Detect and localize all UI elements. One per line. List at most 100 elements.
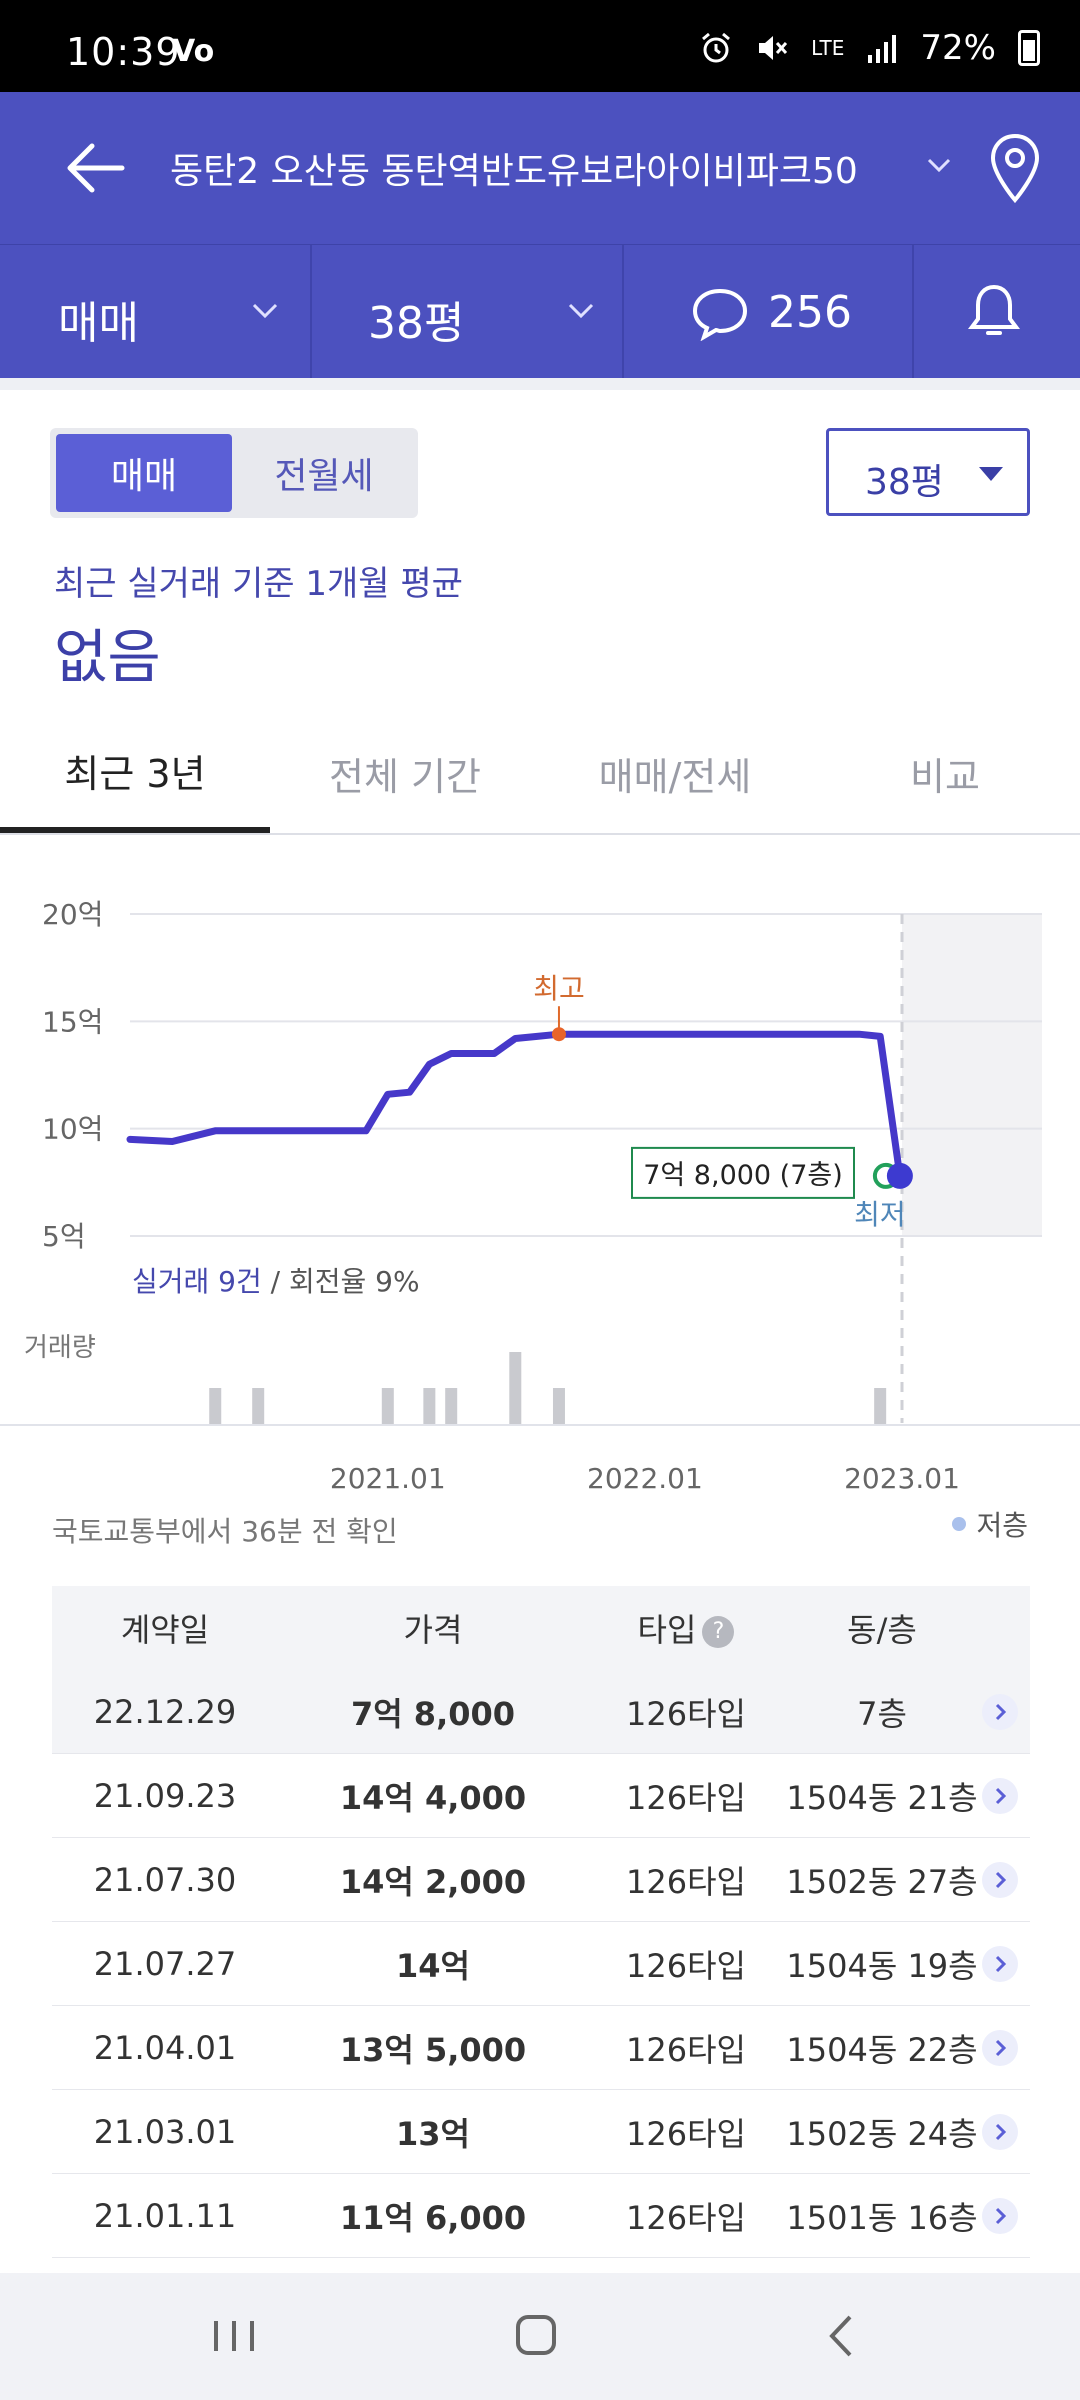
size-select[interactable]: 38평 bbox=[826, 428, 1030, 516]
tooltip-text: 7억 8,000 (7층) bbox=[643, 1160, 843, 1191]
chevron-down-icon bbox=[568, 303, 594, 319]
table-row[interactable]: 21.03.01 13억 126타입 1502동 24층 bbox=[52, 2090, 1030, 2174]
help-icon[interactable]: ? bbox=[702, 1616, 735, 1648]
row-dong: 1502동 24층 bbox=[786, 2114, 978, 2153]
network-type: LTE bbox=[811, 36, 845, 60]
y-tick-label: 5억 bbox=[42, 1220, 86, 1253]
row-date: 21.01.11 bbox=[93, 2196, 237, 2235]
low-point bbox=[886, 1162, 913, 1189]
bell-icon bbox=[968, 284, 1020, 335]
tooltip-box bbox=[631, 1146, 855, 1199]
tab-all-period[interactable]: 전체 기간 bbox=[329, 754, 481, 799]
complex-title[interactable]: 동탄2 오산동 동탄역반도유보라아이비파크50 bbox=[170, 151, 858, 192]
row-price: 13억 5,000 bbox=[339, 2030, 527, 2069]
volume-label: 거래량 bbox=[24, 1333, 96, 1363]
legend-dot bbox=[952, 1517, 967, 1531]
row-type: 126타입 bbox=[626, 2114, 746, 2153]
tab-recent-3y[interactable]: 최근 3년 bbox=[0, 713, 270, 833]
row-type: 126타입 bbox=[626, 1862, 746, 1901]
row-price: 13억 bbox=[396, 2114, 470, 2153]
system-nav-bar bbox=[0, 2273, 1080, 2400]
volume-bar bbox=[445, 1388, 458, 1424]
deal-type-dropdown[interactable]: 매매 bbox=[0, 245, 312, 379]
deal-type-segment: 매매 전월세 bbox=[50, 428, 418, 518]
chevron-right-icon[interactable] bbox=[982, 2114, 1018, 2150]
row-type: 126타입 bbox=[626, 1694, 746, 1733]
caret-down-icon bbox=[979, 467, 1003, 481]
table-row[interactable]: 21.07.30 14억 2,000 126타입 1502동 27층 bbox=[52, 1838, 1030, 1922]
row-price: 7억 8,000 bbox=[350, 1694, 516, 1733]
row-price: 11억 6,000 bbox=[339, 2198, 527, 2237]
segment-rent[interactable]: 전월세 bbox=[274, 456, 374, 497]
segment-sale[interactable]: 매매 bbox=[56, 434, 232, 512]
x-tick-label: 2023.01 bbox=[844, 1462, 960, 1495]
table-row[interactable]: 21.04.01 13억 5,000 126타입 1504동 22층 bbox=[52, 2006, 1030, 2090]
average-label: 최근 실거래 기준 1개월 평균 bbox=[54, 564, 463, 604]
table-row[interactable]: 21.09.23 14억 4,000 126타입 1504동 21층 bbox=[52, 1754, 1030, 1838]
row-date: 21.07.30 bbox=[93, 1860, 237, 1899]
chevron-right-icon[interactable] bbox=[982, 2198, 1018, 2234]
divider bbox=[0, 1424, 1080, 1426]
home-icon[interactable] bbox=[496, 2301, 576, 2371]
deal-count: 실거래 9건 bbox=[132, 1265, 262, 1298]
status-bar: 10:39 Vo LTE 72% bbox=[0, 0, 1080, 92]
high-label: 최고 bbox=[533, 972, 585, 1005]
row-price: 14억 bbox=[396, 1946, 470, 1985]
tab-compare[interactable]: 비교 bbox=[910, 754, 980, 799]
volume-bar bbox=[209, 1388, 222, 1424]
content-area: 매매 전월세 38평 최근 실거래 기준 1개월 평균 없음 최근 3년 전체 … bbox=[0, 378, 1080, 2273]
chevron-right-icon[interactable] bbox=[982, 2030, 1018, 2066]
y-tick-label: 15억 bbox=[42, 1005, 103, 1038]
back-arrow-icon[interactable] bbox=[56, 128, 136, 208]
price-line bbox=[126, 1030, 904, 1180]
deal-summary: 실거래 9건 / 회전율 9% bbox=[132, 1265, 420, 1298]
header-price: 가격 bbox=[403, 1611, 463, 1649]
row-date: 22.12.29 bbox=[93, 1692, 237, 1731]
table-row[interactable]: 22.12.29 7억 8,000 126타입 7층 bbox=[52, 1670, 1030, 1754]
notification-button[interactable] bbox=[914, 245, 1080, 379]
comments-button[interactable]: 256 bbox=[624, 245, 914, 379]
y-tick-label: 10억 bbox=[42, 1113, 103, 1146]
turnover-rate: / 회전율 9% bbox=[262, 1265, 420, 1298]
x-tick-label: 2021.01 bbox=[330, 1462, 446, 1495]
low-label: 최저 bbox=[854, 1198, 906, 1231]
legend: 저층 bbox=[952, 1504, 1028, 1544]
deal-table: 계약일 가격 타입? 동/층 22.12.29 7억 8,000 126타입 7층 21… bbox=[52, 1586, 1030, 2258]
average-value: 없음 bbox=[54, 623, 161, 691]
tab-sale-jeonse[interactable]: 매매/전세 bbox=[598, 754, 752, 799]
row-dong: 1504동 21층 bbox=[786, 1778, 978, 1817]
row-type: 126타입 bbox=[626, 2198, 746, 2237]
row-date: 21.03.01 bbox=[93, 2112, 237, 2151]
row-type: 126타입 bbox=[626, 2030, 746, 2069]
deal-type-label: 매매 bbox=[58, 298, 139, 349]
comment-count: 256 bbox=[768, 287, 852, 338]
chevron-right-icon[interactable] bbox=[982, 1862, 1018, 1898]
row-dong: 1502동 27층 bbox=[786, 1862, 978, 1901]
divider bbox=[0, 378, 1080, 390]
row-date: 21.07.27 bbox=[93, 1944, 237, 1983]
chevron-down-icon[interactable] bbox=[924, 150, 954, 180]
table-row[interactable]: 21.01.11 11억 6,000 126타입 1501동 16층 bbox=[52, 2174, 1030, 2258]
table-row[interactable]: 21.07.27 14억 126타입 1504동 19층 bbox=[52, 1922, 1030, 2006]
map-pin-icon[interactable] bbox=[985, 130, 1045, 206]
row-price: 14억 4,000 bbox=[339, 1778, 527, 1817]
row-type: 126타입 bbox=[626, 1778, 746, 1817]
table-body: 22.12.29 7억 8,000 126타입 7층 21.09.23 14억 4,000… bbox=[52, 1670, 1030, 2258]
header-type-label: 타입 bbox=[637, 1611, 697, 1649]
row-price: 14억 2,000 bbox=[339, 1862, 527, 1901]
battery-percent: 72% bbox=[920, 28, 996, 68]
chevron-right-icon[interactable] bbox=[982, 1694, 1018, 1730]
row-dong: 7층 bbox=[857, 1694, 907, 1733]
size-dropdown[interactable]: 38평 bbox=[312, 245, 624, 379]
chevron-right-icon[interactable] bbox=[982, 1946, 1018, 1982]
header-type: 타입? bbox=[588, 1605, 784, 1651]
alarm-icon bbox=[702, 32, 731, 63]
row-dong: 1501동 16층 bbox=[786, 2198, 978, 2237]
recent-apps-icon[interactable] bbox=[194, 2301, 274, 2371]
legend-label: 저층 bbox=[976, 1509, 1028, 1542]
chevron-right-icon[interactable] bbox=[982, 1778, 1018, 1814]
header-date: 계약일 bbox=[120, 1611, 210, 1649]
back-icon[interactable] bbox=[802, 2301, 882, 2371]
volume-bar bbox=[552, 1388, 565, 1424]
row-dong: 1504동 22층 bbox=[786, 2030, 978, 2069]
